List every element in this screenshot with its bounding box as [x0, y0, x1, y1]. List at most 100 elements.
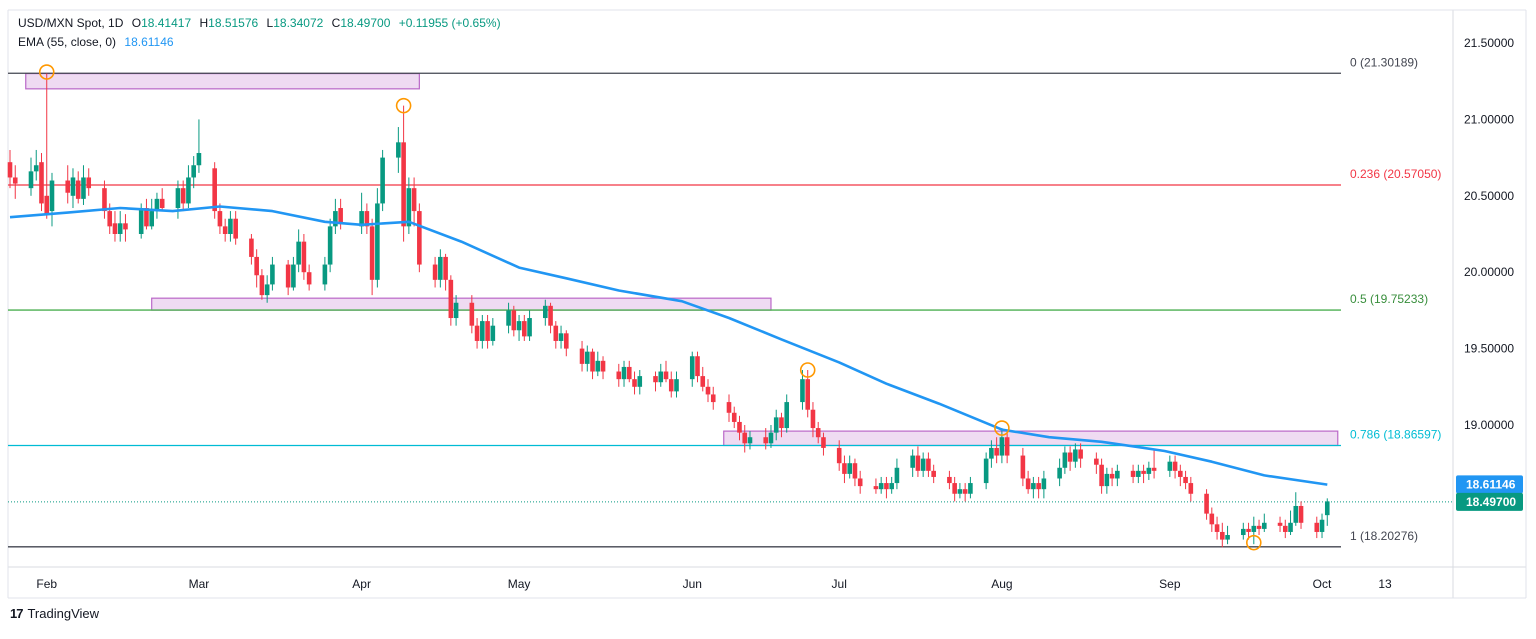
candle-body [149, 211, 154, 227]
candle-body [264, 284, 270, 296]
time-tick-label: Aug [991, 577, 1012, 591]
time-axis[interactable]: Feb Mar Apr May Jun Jul Aug Sep Oct 13 [36, 577, 1392, 591]
candle-body [1277, 522, 1283, 526]
candle-body [1209, 513, 1215, 525]
high-label: H [199, 16, 209, 30]
candle-body [742, 432, 748, 444]
candle-body [663, 371, 669, 380]
candle-body [1204, 493, 1209, 514]
candle-body [590, 351, 595, 372]
low-value: L18.34072 [267, 16, 324, 30]
candle-body [474, 325, 480, 341]
candle-body [1130, 470, 1136, 477]
candle-body [1020, 455, 1026, 479]
candle-body [448, 279, 454, 319]
candle-body [674, 379, 679, 392]
time-tick-label: Mar [189, 577, 210, 591]
candle-body [12, 177, 18, 184]
candle-body [726, 402, 732, 413]
candle-body [490, 325, 496, 341]
close-label: C [331, 16, 341, 30]
candle-body [107, 211, 113, 227]
low-number: 18.34072 [273, 16, 324, 30]
last-price-tag [1456, 492, 1523, 511]
candle-body [1062, 452, 1068, 468]
candle-body [175, 188, 181, 209]
price-axis[interactable]: 21.50000 21.00000 20.50000 20.00000 19.50000… [1456, 36, 1523, 511]
candle-body [1094, 458, 1099, 465]
candle-body [884, 483, 889, 490]
candle-body [249, 238, 254, 257]
tradingview-branding[interactable]: 17 TradingView [10, 606, 99, 621]
candle-body [511, 310, 517, 331]
candle-body [1298, 505, 1304, 523]
fibonacci-layer: 0 (21.30189) 0.236 (20.57050) 0.5 (19.7523… [8, 55, 1453, 548]
close-value: C18.49700 [332, 16, 391, 30]
candle-body [810, 409, 816, 429]
candle-body [632, 379, 637, 387]
candle-body [291, 264, 296, 288]
candle-body [873, 486, 879, 490]
candle-body [1293, 505, 1299, 523]
candle-body [369, 226, 375, 280]
candle-body [1136, 470, 1141, 477]
ohlc-row: USD/MXN Spot, 1D O18.41417 H18.51576 L18… [18, 14, 506, 33]
symbol-label[interactable]: USD/MXN Spot, 1D [18, 16, 124, 30]
candle-body [39, 162, 44, 204]
fib-level-label: 0 (21.30189) [1350, 55, 1418, 69]
candle-body [33, 165, 39, 172]
change-value: +0.11955 (+0.65%) [398, 16, 501, 30]
candle-body [86, 177, 92, 189]
candle-body [180, 188, 186, 204]
open-number: 18.41417 [141, 16, 192, 30]
candle-body [1178, 470, 1183, 477]
candle-body [920, 458, 926, 471]
candle-body [81, 177, 86, 199]
candle-body [112, 223, 118, 234]
candle-body [144, 208, 149, 227]
low-label: L [266, 16, 274, 30]
candle-body [543, 305, 548, 319]
candle-body [270, 264, 275, 285]
candle-body [1004, 437, 1010, 456]
candle-body [338, 208, 343, 224]
indicator-label[interactable]: EMA (55, close, 0) [18, 35, 117, 49]
candle-body [443, 256, 448, 280]
candle-body [1241, 528, 1246, 536]
candle-body [910, 455, 915, 468]
candle-body [842, 463, 847, 474]
candle-body [65, 180, 71, 193]
price-tick-label: 20.50000 [1464, 189, 1514, 203]
candle-body [196, 153, 202, 166]
time-tick-label: Oct [1313, 577, 1332, 591]
candle-body [49, 180, 55, 212]
candle-body [779, 417, 784, 429]
candle-body [968, 483, 973, 494]
candle-body [695, 356, 700, 377]
candle-body [327, 226, 333, 265]
candle-body [406, 188, 412, 227]
candle-body [878, 483, 884, 490]
candle-body [396, 142, 401, 158]
pivot-marker [1245, 534, 1262, 551]
candle-body [836, 447, 842, 464]
candle-body [380, 157, 385, 204]
candle-body [710, 394, 716, 403]
candle-body [217, 211, 223, 227]
candle-body [1104, 473, 1110, 487]
close-number: 18.49700 [340, 16, 391, 30]
indicator-row: EMA (55, close, 0) 18.61146 [18, 33, 506, 52]
candle-body [485, 321, 490, 341]
price-tick-label: 21.00000 [1464, 112, 1514, 126]
candle-body [768, 432, 774, 444]
high-value: H18.51576 [199, 16, 258, 30]
fib-level-label: 0.5 (19.75233) [1350, 292, 1428, 306]
candle-body [689, 356, 695, 380]
candle-body [1319, 519, 1325, 532]
candle-body [553, 325, 559, 341]
candle-body [1214, 524, 1220, 532]
candles-layer [7, 73, 1330, 548]
candle-body [563, 333, 569, 349]
